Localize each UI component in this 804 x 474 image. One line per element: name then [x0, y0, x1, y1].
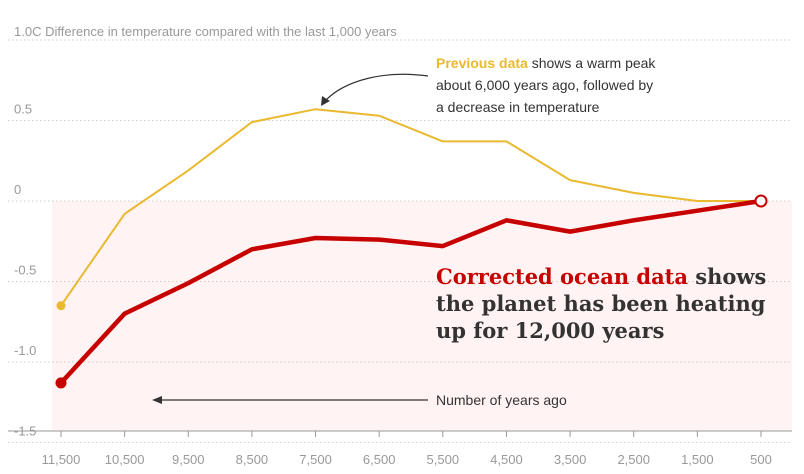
corrected-data-end-point: [754, 194, 768, 208]
x-tick-label: 11,500: [42, 452, 81, 467]
x-tick-label: 500: [750, 452, 772, 467]
previous-data-start-point: [56, 301, 66, 311]
x-axis-label: Number of years ago: [436, 392, 567, 408]
x-axis-arrow: [152, 396, 428, 404]
x-tick-label: 6,500: [363, 452, 396, 467]
corrected-data-annotation: Corrected ocean data shows the planet ha…: [436, 264, 774, 343]
previous-data-highlight: Previous data: [436, 55, 528, 71]
negative-region-shading: [52, 201, 792, 431]
x-tick-label: 3,500: [554, 452, 587, 467]
y-axis-title: 1.0C Difference in temperature compared …: [14, 24, 397, 39]
x-tick-label: 10,500: [105, 452, 145, 467]
x-tick-label: 7,500: [299, 452, 332, 467]
corrected-data-start-point: [55, 377, 67, 389]
y-tick-label: -0.5: [14, 263, 36, 278]
x-tick-label: 4,500: [490, 452, 523, 467]
y-tick-label: -1.5: [14, 424, 36, 439]
previous-data-arrow: [321, 73, 429, 106]
x-tick-label: 9,500: [172, 452, 205, 467]
y-tick-labels: 0.5 0 -0.5 -1.0 -1.5: [14, 102, 36, 439]
y-tick-label: 0: [14, 182, 21, 197]
y-tick-label: -1.0: [14, 343, 36, 358]
x-tick-label: 1,500: [681, 452, 714, 467]
corrected-data-highlight: Corrected ocean data: [436, 264, 688, 289]
x-tick-label: 5,500: [427, 452, 460, 467]
x-tick-label: 2,500: [617, 452, 650, 467]
corrected-data-line: [58, 198, 764, 386]
gridlines: [8, 39, 792, 443]
series-lines: [55, 108, 768, 389]
previous-data-annotation: Previous data shows a warm peak about 6,…: [436, 55, 659, 115]
y-tick-label: 0.5: [14, 102, 32, 117]
previous-data-line: [60, 108, 762, 307]
x-tick-label: 8,500: [236, 452, 269, 467]
x-tick-labels: 11,500 10,500 9,500 8,500 7,500 6,500 5,500 4,5…: [42, 431, 772, 467]
